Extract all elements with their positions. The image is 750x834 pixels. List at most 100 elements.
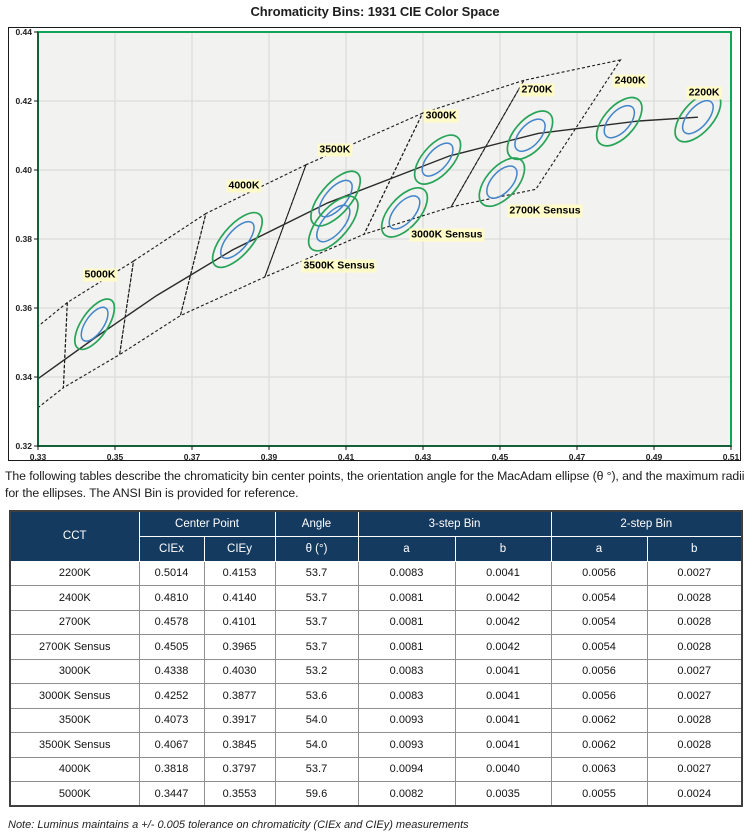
value-cell: 0.0081 <box>357 609 456 635</box>
value-cell: 0.4810 <box>138 585 205 611</box>
axis-ticks: 0.33 0.35 0.37 0.39 0.41 0.43 0.45 0.47 0.49 0.51… <box>15 27 739 462</box>
x-tick-label: 0.51 <box>723 452 740 462</box>
value-cell: 0.0028 <box>646 707 743 733</box>
macadam-ellipses-4000k <box>204 206 272 275</box>
value-cell: 59.6 <box>274 781 359 807</box>
value-cell: 0.0041 <box>454 560 552 586</box>
value-cell: 0.4140 <box>203 585 276 611</box>
value-cell: 53.7 <box>274 634 359 660</box>
value-cell: 0.3797 <box>203 756 276 782</box>
value-cell: 0.0083 <box>357 560 456 586</box>
value-cell: 0.0024 <box>646 781 743 807</box>
value-cell: 0.3917 <box>203 707 276 733</box>
value-cell: 0.0081 <box>357 634 456 660</box>
value-cell: 0.0083 <box>357 658 456 684</box>
col-group-3step-bin: 3-step Bin <box>357 510 552 537</box>
cct-cell: 3000K Sensus <box>9 683 140 709</box>
value-cell: 0.0062 <box>550 732 648 758</box>
value-cell: 0.0041 <box>454 707 552 733</box>
ansi-bin-outlines <box>38 59 622 409</box>
x-tick-label: 0.45 <box>492 452 509 462</box>
ellipse-2step-3000k <box>416 139 458 181</box>
header-row-groups: CCT Center Point Angle 3-step Bin 2-step Bin <box>9 510 743 562</box>
table-row-2700k: 2700K 0.4578 0.4101 53.7 0.0081 0.0042 0.0054 0… <box>9 609 743 635</box>
macadam-ellipses-3000k <box>406 128 470 191</box>
value-cell: 0.0035 <box>454 781 552 807</box>
value-cell: 0.0028 <box>646 634 743 660</box>
value-cell: 0.0041 <box>454 658 552 684</box>
ellipse-2step-2200k <box>677 96 719 138</box>
value-cell: 0.4153 <box>203 560 276 586</box>
value-cell: 0.0042 <box>454 585 552 611</box>
value-cell: 0.0063 <box>550 756 648 782</box>
macadam-ellipses-2400k <box>588 91 651 153</box>
value-cell: 0.0027 <box>646 756 743 782</box>
value-cell: 0.0081 <box>357 585 456 611</box>
y-tick-label: 0.36 <box>15 303 32 313</box>
value-cell: 0.0062 <box>550 707 648 733</box>
y-tick-label: 0.44 <box>15 27 32 37</box>
macadam-ellipses-3000k-sensus <box>373 181 436 244</box>
table-row-3000k-sensus: 3000K Sensus 0.4252 0.3877 53.6 0.0083 0.0041… <box>9 683 743 709</box>
cct-cell: 4000K <box>9 756 140 782</box>
ellipse-3step-2700k-sensus <box>470 151 533 213</box>
ansi-quad-2700k <box>450 59 622 208</box>
y-tick-label: 0.42 <box>15 96 32 106</box>
col-group-2step-bin: 2-step Bin <box>550 510 743 537</box>
table-row-5000k: 5000K 0.3447 0.3553 59.6 0.0082 0.0035 0.0055 0… <box>9 781 743 807</box>
ansi-quad-3000k <box>363 79 526 236</box>
ellipse-3step-3000k <box>406 128 470 191</box>
value-cell: 0.4505 <box>138 634 205 660</box>
value-cell: 0.0028 <box>646 609 743 635</box>
value-cell: 0.3553 <box>203 781 276 807</box>
table-header: CCT Center Point Angle 3-step Bin 2-step Bin… <box>9 510 743 562</box>
value-cell: 53.7 <box>274 756 359 782</box>
col-group-angle: Angle <box>274 510 359 537</box>
cct-cell: 3500K Sensus <box>9 732 140 758</box>
value-cell: 0.0056 <box>550 560 648 586</box>
x-tick-label: 0.35 <box>107 452 124 462</box>
table-body: 2200K 0.5014 0.4153 53.7 0.0083 0.0041 0.0056 0… <box>9 560 743 807</box>
value-cell: 0.3818 <box>138 756 205 782</box>
value-cell: 0.0042 <box>454 634 552 660</box>
value-cell: 0.3447 <box>138 781 205 807</box>
cct-cell: 2700K Sensus <box>9 634 140 660</box>
gridlines <box>38 32 731 446</box>
y-tick-label: 0.32 <box>15 441 32 451</box>
value-cell: 0.0054 <box>550 585 648 611</box>
value-cell: 0.3877 <box>203 683 276 709</box>
col-header-2step-b: b <box>646 535 743 562</box>
value-cell: 0.4338 <box>138 658 205 684</box>
macadam-ellipses-2700k-sensus <box>470 151 533 213</box>
value-cell: 0.0056 <box>550 683 648 709</box>
ellipse-3step-2400k <box>588 91 651 153</box>
value-cell: 53.7 <box>274 585 359 611</box>
ansi-quad-4000k <box>179 163 307 317</box>
macadam-ellipses-3500k-sensus <box>299 189 367 258</box>
value-cell: 0.0054 <box>550 634 648 660</box>
cct-cell: 2400K <box>9 585 140 611</box>
table-row-3500k: 3500K 0.4073 0.3917 54.0 0.0093 0.0041 0.0062 0… <box>9 707 743 733</box>
value-cell: 0.5014 <box>138 560 205 586</box>
value-cell: 0.0055 <box>550 781 648 807</box>
ellipse-2step-3500k <box>313 176 359 222</box>
y-tick-label: 0.34 <box>15 372 32 382</box>
x-tick-label: 0.43 <box>415 452 432 462</box>
value-cell: 0.0040 <box>454 756 552 782</box>
ellipse-2step-3500k-sensus <box>311 201 357 247</box>
value-cell: 0.0027 <box>646 658 743 684</box>
col-group-center-point: Center Point <box>138 510 276 537</box>
cct-cell: 2700K <box>9 609 140 635</box>
table-row-2400k: 2400K 0.4810 0.4140 53.7 0.0081 0.0042 0.0054 0… <box>9 585 743 611</box>
value-cell: 0.0093 <box>357 707 456 733</box>
value-cell: 0.4101 <box>203 609 276 635</box>
col-header-cct: CCT <box>9 510 140 562</box>
cct-cell: 2200K <box>9 560 140 586</box>
col-header-2step-a: a <box>550 535 648 562</box>
col-header-ciey: CIEy <box>203 535 276 562</box>
col-header-ciex: CIEx <box>138 535 205 562</box>
x-tick-label: 0.33 <box>30 452 47 462</box>
x-tick-label: 0.49 <box>646 452 663 462</box>
ansi-quad-4500k <box>118 212 207 356</box>
